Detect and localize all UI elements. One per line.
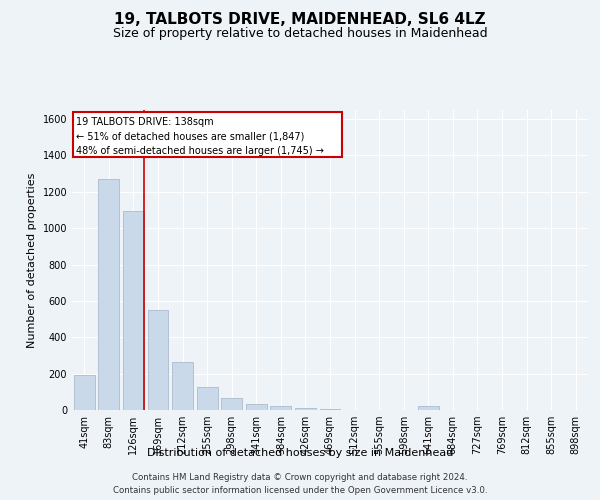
Bar [148,310,169,410]
Bar [172,362,193,410]
Text: Distribution of detached houses by size in Maidenhead: Distribution of detached houses by size … [147,448,453,458]
Text: ← 51% of detached houses are smaller (1,847): ← 51% of detached houses are smaller (1,… [76,132,304,142]
Bar [271,406,292,410]
Text: Contains HM Land Registry data © Crown copyright and database right 2024.: Contains HM Land Registry data © Crown c… [132,472,468,482]
FancyBboxPatch shape [73,112,342,158]
Bar [221,398,242,410]
Bar [418,406,439,410]
Text: 48% of semi-detached houses are larger (1,745) →: 48% of semi-detached houses are larger (… [76,146,323,156]
Y-axis label: Number of detached properties: Number of detached properties [27,172,37,348]
Text: 19, TALBOTS DRIVE, MAIDENHEAD, SL6 4LZ: 19, TALBOTS DRIVE, MAIDENHEAD, SL6 4LZ [114,12,486,28]
Bar [246,404,267,410]
Bar [74,374,95,410]
Bar [98,179,119,410]
Bar [295,408,316,410]
Text: Contains public sector information licensed under the Open Government Licence v3: Contains public sector information licen… [113,486,487,495]
Text: 19 TALBOTS DRIVE: 138sqm: 19 TALBOTS DRIVE: 138sqm [76,118,214,128]
Bar [197,388,218,410]
Bar [320,408,340,410]
Bar [123,211,144,410]
Text: Size of property relative to detached houses in Maidenhead: Size of property relative to detached ho… [113,28,487,40]
